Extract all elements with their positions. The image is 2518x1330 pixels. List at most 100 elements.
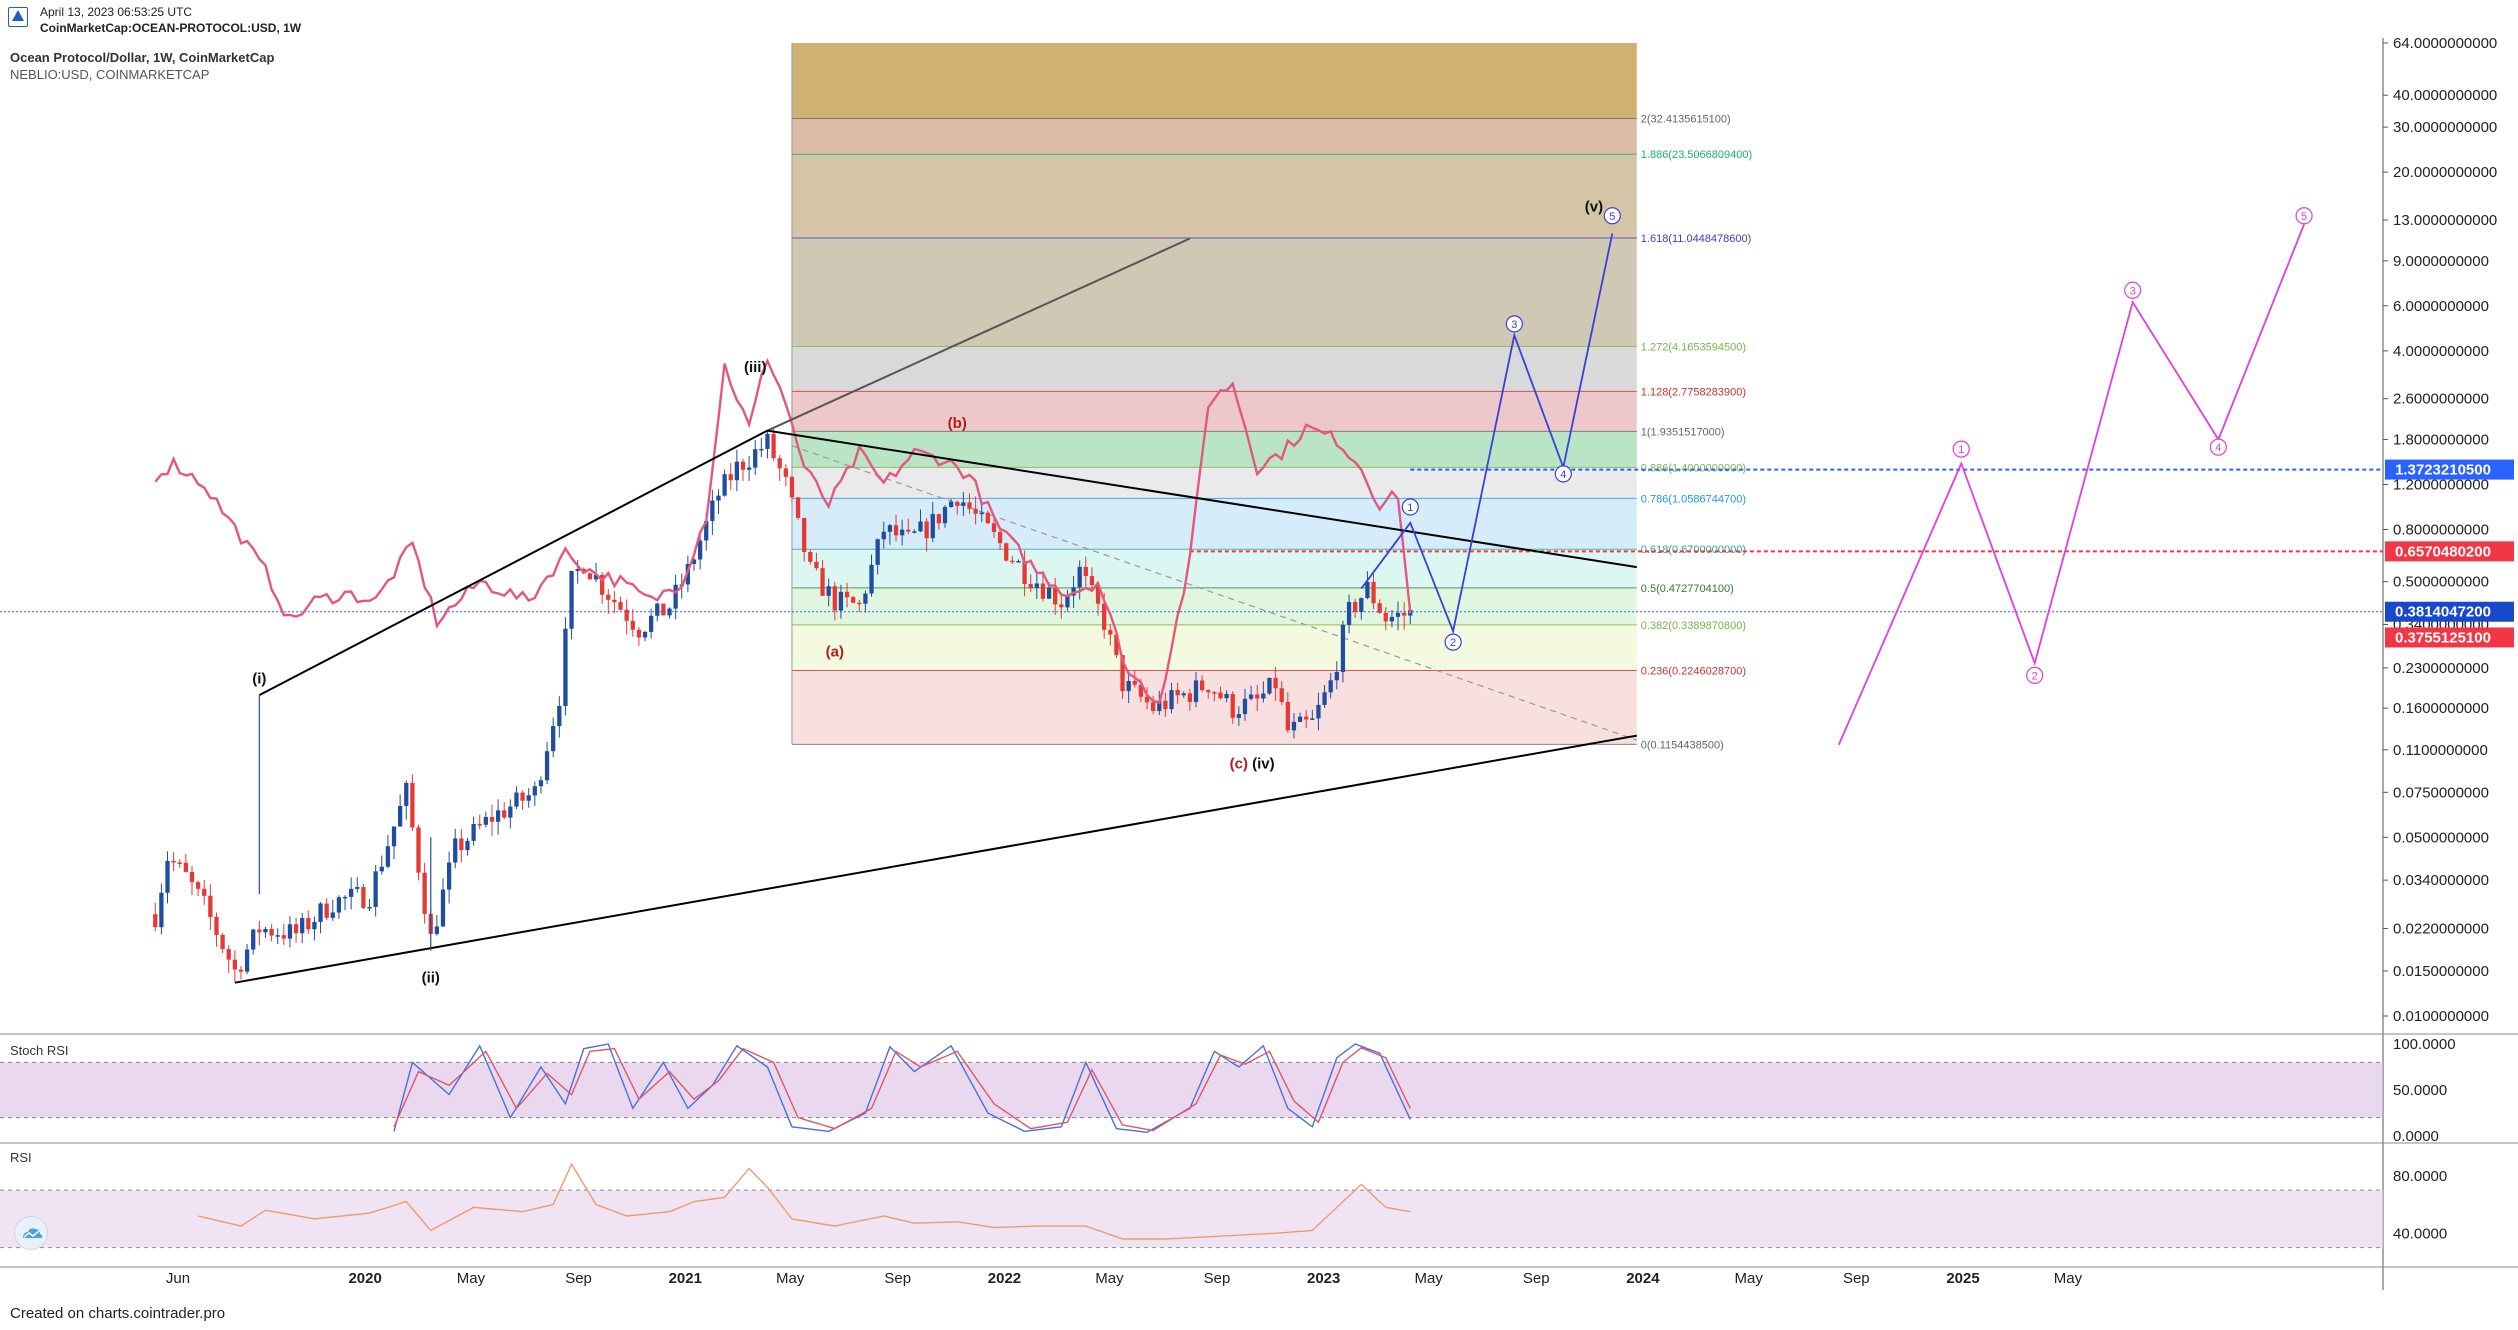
trendline [767,237,1191,432]
candle-body [391,826,397,847]
time-tick-label: May [2054,1270,2083,1287]
candle-body [1193,680,1199,702]
price-badge-label: 0.6570480200 [2395,543,2491,560]
candle-body [263,928,268,933]
rsi-pane-title[interactable]: RSI [10,1150,32,1165]
fib-level-label: 0.236(0.2246028700) [1641,666,1746,678]
candle-body [453,838,458,863]
candle-body [349,888,354,897]
stoch-tick-label: 50.0000 [2393,1082,2447,1099]
wave-label: (iii) [744,359,767,376]
candle-body [1034,583,1039,588]
wave-label: (v) [1585,199,1603,216]
candle-body [367,906,372,909]
fib-band [791,587,1637,625]
wave-count-circle [2295,207,2313,225]
fib-band [791,549,1637,588]
candle-body [1114,634,1119,655]
candle-body [1199,680,1205,691]
candle-body [942,507,948,524]
wave-label: (c) [1230,755,1248,772]
fibonacci-extension: 2(32.4135615100) 1.886(23.5066809400) 1.61… [791,43,1752,751]
fib-level-label: 2(32.4135615100) [1641,114,1731,126]
fib-band [791,118,1637,155]
fib-band [791,467,1637,499]
fib-level-label: 0.618(0.6700000000) [1641,544,1746,556]
fib-level-label: 0.5(0.4727704100) [1641,583,1734,595]
candle-body [746,467,752,470]
candle-body [1016,561,1021,563]
candle-body [875,539,880,565]
cointrader-logo-icon [8,7,28,27]
candle-body [1402,612,1407,616]
price-tick-label: 2.6000000000 [2393,391,2489,408]
candle-body [1010,560,1015,563]
candle-body [808,551,813,562]
candle-body [1059,604,1064,608]
symbol-line: CoinMarketCap:OCEAN-PROTOCOL:USD, 1W [40,21,302,35]
candle-body [997,531,1003,544]
time-tick-label: 2024 [1626,1270,1660,1287]
legend-compare-series[interactable]: NEBLIO:USD, COINMARKETCAP [10,67,210,82]
price-tick-label: 0.1100000000 [2393,742,2488,759]
price-tick-label: 1.8000000000 [2393,431,2489,448]
candle-body [422,872,427,914]
candle-body [575,569,580,572]
candle-body [1383,612,1388,622]
candle-body [1120,654,1125,692]
footer-credit: Created on charts.cointrader.pro [10,1305,226,1322]
candle-body [600,574,605,595]
legend-title[interactable]: Ocean Protocol/Dollar, 1W, CoinMarketCap [10,50,275,65]
candle-body [397,805,403,827]
candle-body [691,559,697,564]
candle-body [710,500,715,521]
candle-body [373,871,378,907]
price-tick-label: 0.0150000000 [2393,963,2489,980]
fib-level-label: 1.618(11.0448478600) [1641,233,1752,245]
wave-count-circle [2209,438,2227,456]
candle-body [318,903,323,922]
stoch-tick-label: 0.0000 [2393,1128,2439,1145]
candle-body [336,897,342,913]
forecast-path [1837,223,2305,746]
candle-body [1304,716,1309,720]
fib-band [791,624,1637,671]
trendline [258,429,768,696]
wave-count-label: 2 [1450,637,1456,649]
candle-body [330,912,335,918]
candle-body [1267,677,1272,694]
candle-body [544,751,550,781]
candle-body [1297,716,1303,722]
candle-body [661,603,666,616]
candle-body [202,888,207,896]
price-badge [2385,601,2514,622]
candle-body [1065,595,1070,608]
price-badge-label: 1.3723210500 [2395,462,2491,479]
candle-body [1046,587,1052,599]
candle-body [446,862,452,890]
price-tick-label: 0.8000000000 [2393,522,2489,539]
candle-body [220,934,225,950]
forecast-blue: 1 2 3 4 5 [1360,207,1621,651]
wave-count-label: 1 [1958,444,1964,456]
candle-body [838,591,844,611]
fib-level-label: 1.886(23.5066809400) [1641,149,1752,161]
candle-body [881,531,886,540]
wave-count-circle [1401,498,1419,516]
candle-body [195,882,201,889]
candle-body [1053,587,1058,605]
candle-body [1242,698,1248,715]
wave-count-label: 3 [2130,285,2136,297]
candle-body [1022,561,1027,584]
candle-body [893,525,899,536]
candle-body [440,889,446,927]
stoch-d-line [393,1046,1411,1132]
candle-body [869,564,874,594]
stoch-band [0,1062,2383,1118]
stoch-rsi-pane-title[interactable]: Stoch RSI [10,1043,69,1058]
candle-body [1279,688,1284,702]
candle-body [753,449,758,468]
candle-body [557,705,562,727]
candle-body [1157,700,1162,712]
